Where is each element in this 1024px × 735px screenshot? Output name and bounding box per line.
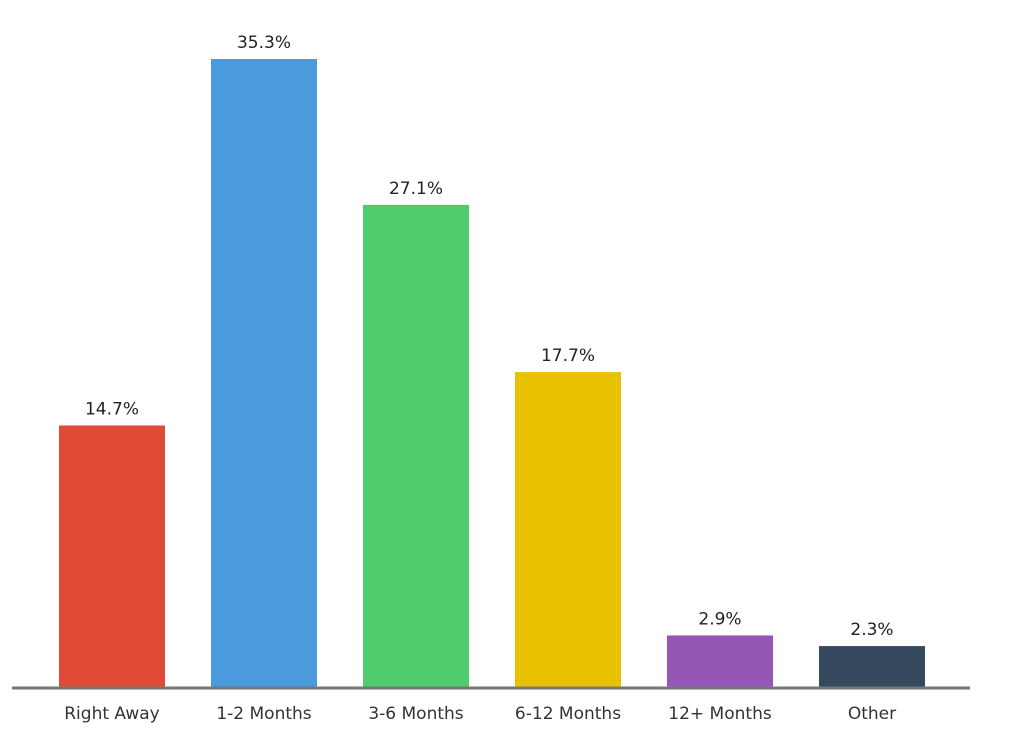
bar-3 — [515, 372, 621, 687]
data-label-0: 14.7% — [85, 399, 139, 419]
data-label-4: 2.9% — [698, 609, 741, 629]
data-label-5: 2.3% — [850, 620, 893, 640]
category-label-5: Other — [848, 704, 896, 724]
category-labels-group: Right Away 1-2 Months 3-6 Months 6-12 Month… — [64, 704, 896, 724]
data-label-1: 35.3% — [237, 33, 291, 53]
bar-1 — [211, 59, 317, 687]
category-label-4: 12+ Months — [668, 704, 772, 724]
category-label-3: 6-12 Months — [515, 704, 621, 724]
category-label-0: Right Away — [64, 704, 160, 724]
bar-5 — [819, 646, 925, 687]
bar-2 — [363, 204, 469, 687]
data-label-3: 17.7% — [541, 346, 595, 366]
bar-4 — [667, 635, 773, 687]
bars-group — [59, 59, 925, 687]
category-label-2: 3-6 Months — [368, 704, 463, 724]
data-label-2: 27.1% — [389, 179, 443, 199]
bar-0 — [59, 425, 165, 687]
category-label-1: 1-2 Months — [216, 704, 311, 724]
value-labels-group: 14.7% 35.3% 27.1% 17.7% 2.9% 2.3% — [85, 33, 894, 640]
